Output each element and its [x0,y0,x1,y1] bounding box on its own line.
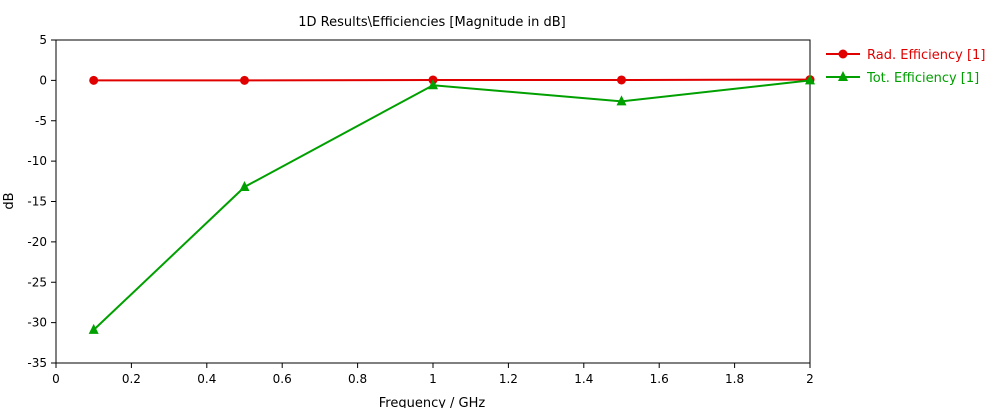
y-tick-label: -30 [27,316,47,330]
legend-label: Tot. Efficiency [1] [866,71,979,86]
x-axis-title: Frequency / GHz [379,396,486,408]
y-tick-label: -10 [27,154,47,168]
y-tick-label: -15 [27,195,47,209]
y-tick-label: 5 [39,33,47,47]
data-point-triangle [428,79,438,90]
data-point-triangle [805,74,815,85]
y-tick-label: 0 [39,73,47,87]
x-tick-label: 0.8 [348,372,367,386]
y-axis: 5 0 -5 -10 -15 -20 -25 -30 -35 [27,33,56,370]
x-tick-label: 1.8 [725,372,744,386]
data-point-triangle [616,95,627,106]
data-point-circle [240,75,249,85]
x-tick-label: 0.2 [122,372,141,386]
data-point-triangle [88,323,99,334]
data-point-circle [617,75,626,85]
series-layer [88,74,815,334]
y-tick-label: -20 [27,235,47,249]
x-axis: 0 0.2 0.4 0.6 0.8 1 1.2 1.4 1.6 1.8 2 [52,363,814,386]
x-tick-label: 0.4 [197,372,216,386]
legend-marker-triangle [838,71,848,81]
x-tick-label: 2 [806,372,814,386]
series-line-1 [93,78,811,82]
y-axis-title: dB [2,192,17,209]
x-tick-label: 1.2 [499,372,518,386]
x-tick-label: 1 [429,372,437,386]
x-tick-label: 1.6 [650,372,669,386]
x-tick-label: 1.4 [574,372,593,386]
chart-title: 1D Results\Efficiencies [Magnitude in dB… [298,15,565,30]
data-point-circle [89,75,99,85]
y-tick-label: -25 [27,275,47,289]
legend-marker-circle [838,49,848,59]
y-tick-label: -35 [27,356,47,370]
x-tick-label: 0.6 [273,372,292,386]
legend: Rad. Efficiency [1] Tot. Efficiency [1] [826,48,985,86]
x-tick-label: 0 [52,372,60,386]
legend-label: Rad. Efficiency [1] [867,48,985,63]
y-tick-label: -5 [35,114,47,128]
data-point-triangle [239,180,250,191]
